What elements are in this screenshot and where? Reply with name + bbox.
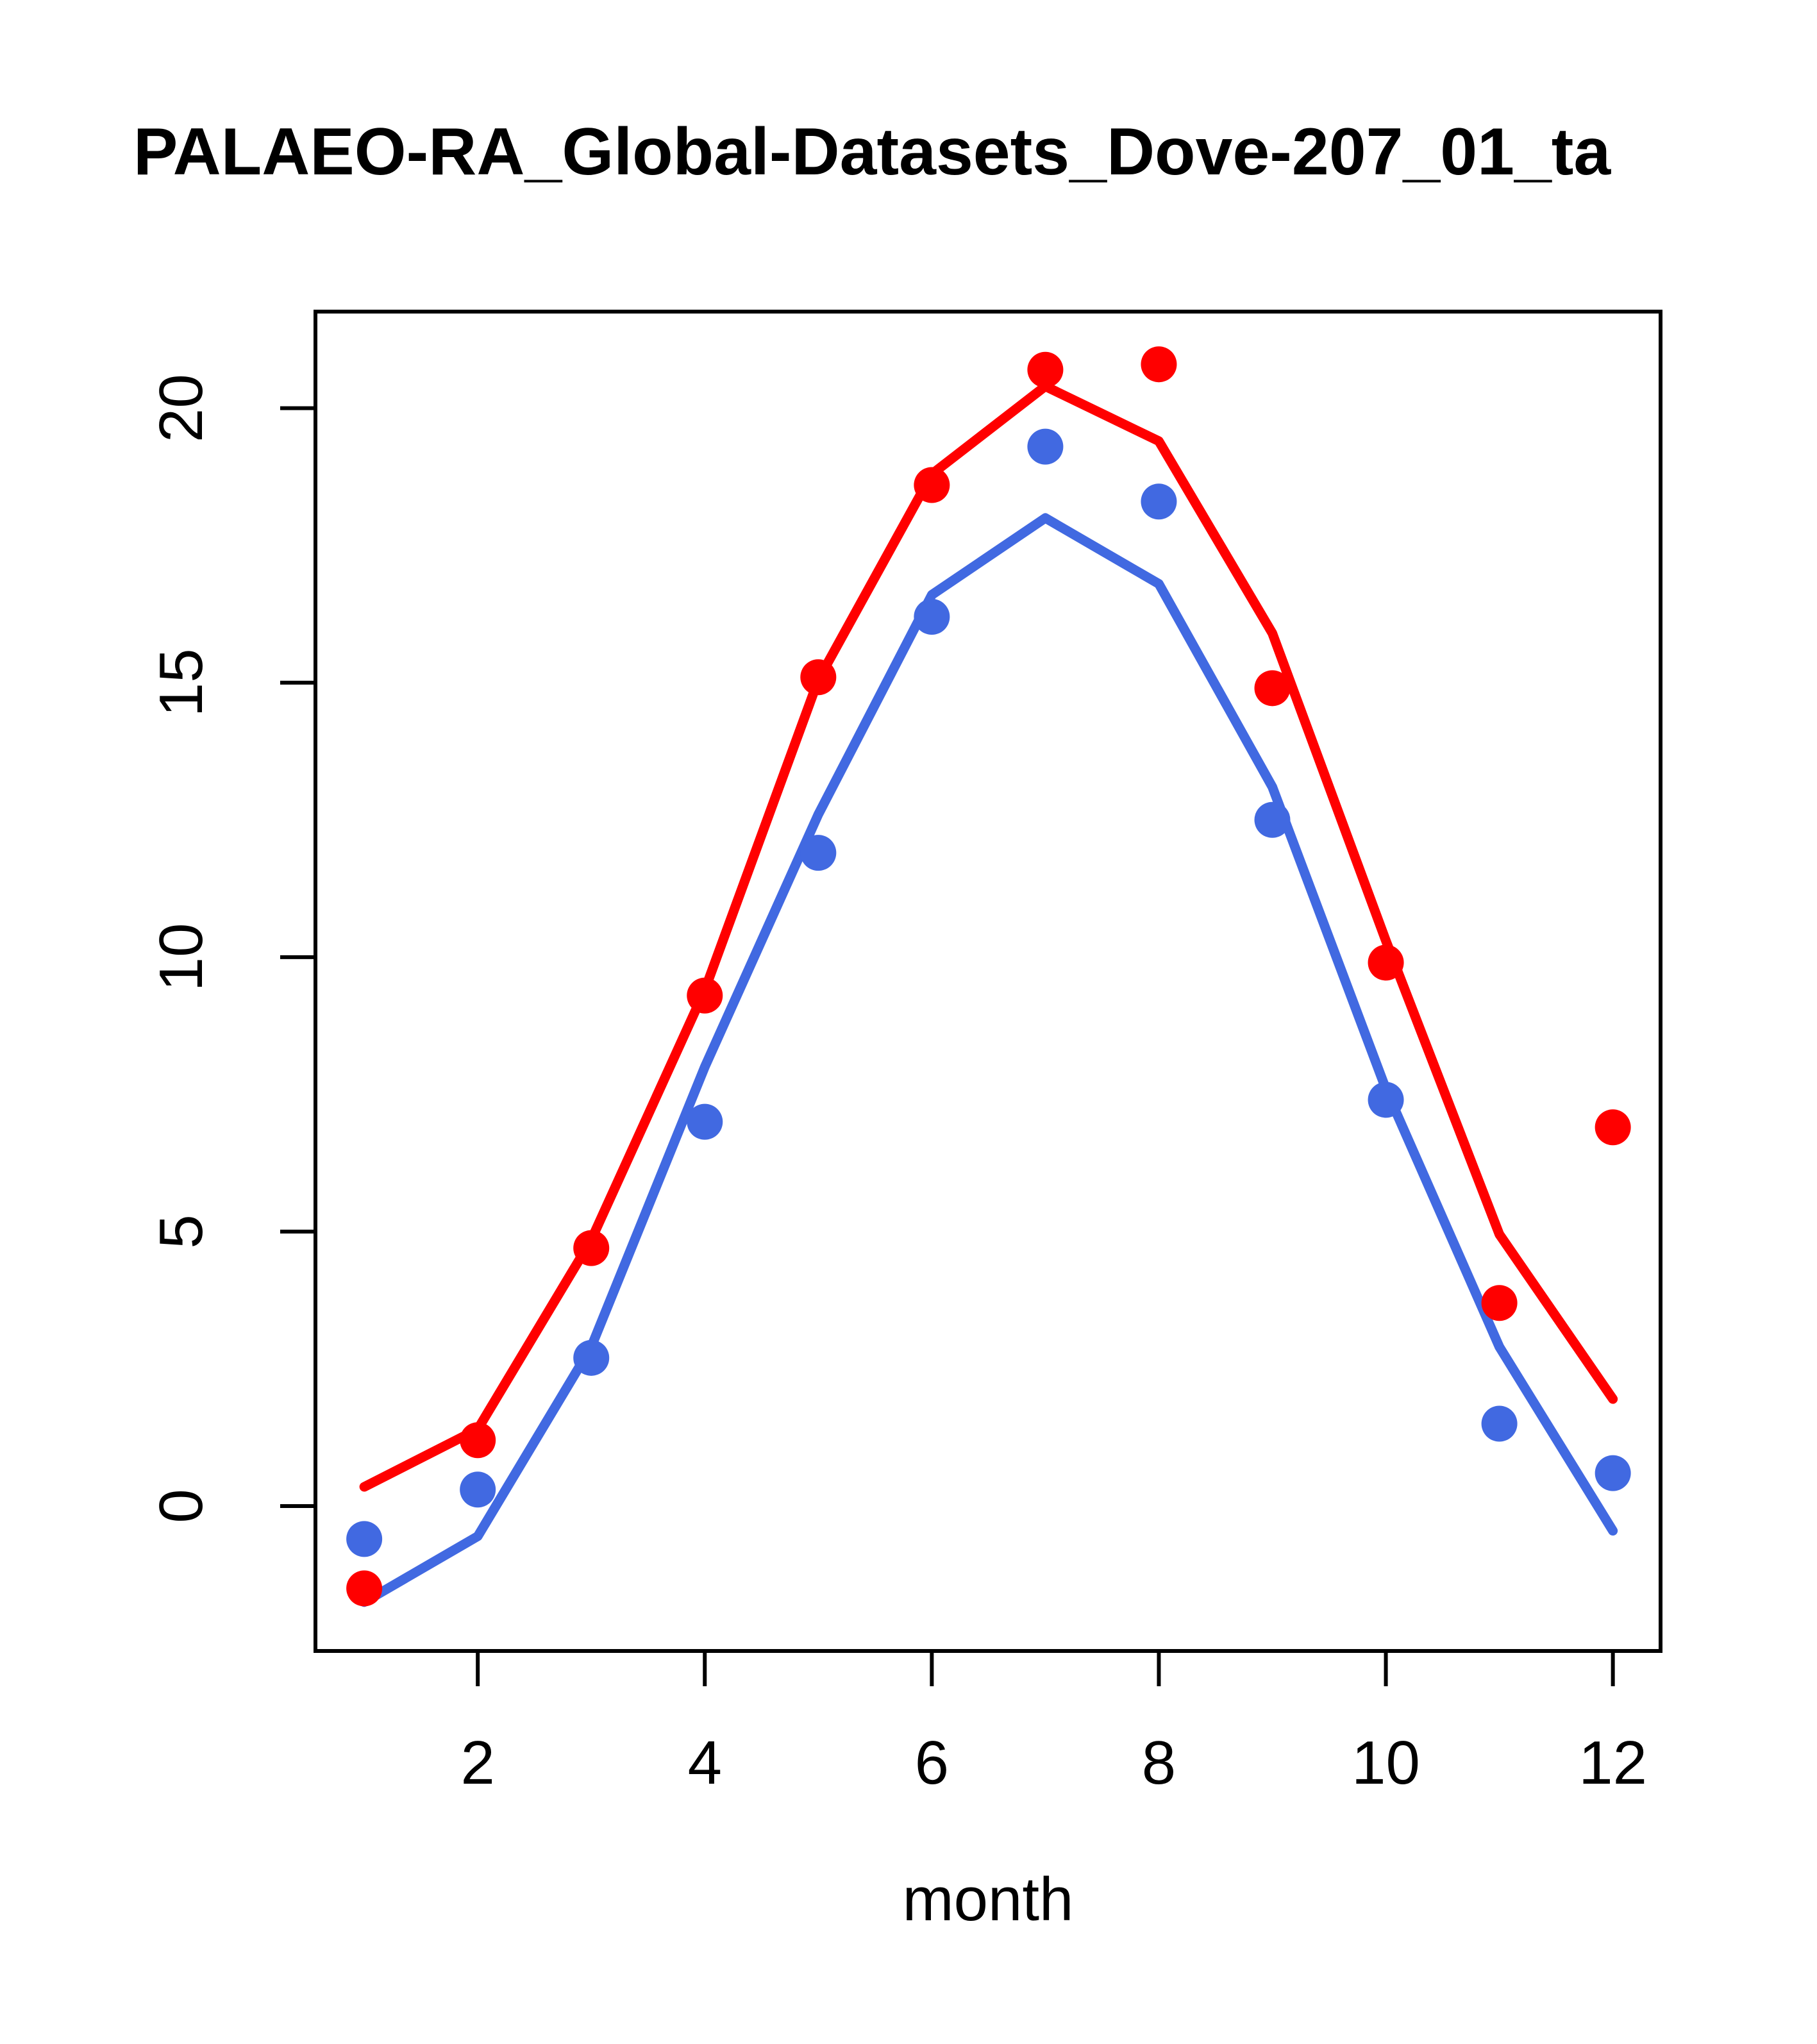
blue-points-marker [687,1103,723,1140]
blue-points-marker [1595,1455,1631,1491]
red-points-marker [1595,1109,1631,1146]
blue-points-marker [1254,801,1291,838]
blue-points-marker [1141,483,1177,520]
blue-points-marker [914,599,950,635]
plot-border [314,310,1662,1653]
blue-points-marker [346,1521,383,1557]
red-points-marker [346,1570,383,1607]
blue-points-marker [1481,1405,1518,1442]
x-tick-label: 8 [1142,1729,1176,1797]
red-points-marker [800,659,837,696]
x-tick-label: 12 [1578,1729,1647,1797]
blue-points-marker [1368,1082,1404,1118]
blue-points-marker [573,1339,610,1376]
x-tick-label: 2 [460,1729,494,1797]
blue-points-marker [1027,428,1064,465]
red-points-marker [1368,944,1404,981]
y-tick-label: 20 [147,374,215,442]
red-points-marker [914,467,950,503]
blue-line [359,513,1618,1607]
x-tick-label: 6 [915,1729,949,1797]
blue-points-marker [800,835,837,871]
red-points-marker [1027,351,1064,388]
red-line [359,381,1618,1492]
chart-title: PALAEO-RA_Global-Datasets_Dove-207_01_ta [133,115,1611,189]
x-axis-label: month [903,1865,1074,1934]
plot-area: 2 4 6 8 10 12 0 5 10 15 20 [147,310,1662,1797]
red-points-marker [573,1230,610,1266]
red-points-marker [687,977,723,1014]
y-tick-label: 15 [147,648,215,717]
red-points-marker [460,1422,496,1459]
y-tick-label: 5 [147,1214,215,1248]
red-points-marker [1141,346,1177,383]
y-tick-label: 10 [147,923,215,991]
x-tick-label: 4 [688,1729,722,1797]
blue-points-marker [460,1471,496,1508]
red-points-marker [1481,1285,1518,1321]
red-points-marker [1254,670,1291,707]
y-tick-label: 0 [147,1489,215,1523]
x-tick-label: 10 [1352,1729,1420,1797]
